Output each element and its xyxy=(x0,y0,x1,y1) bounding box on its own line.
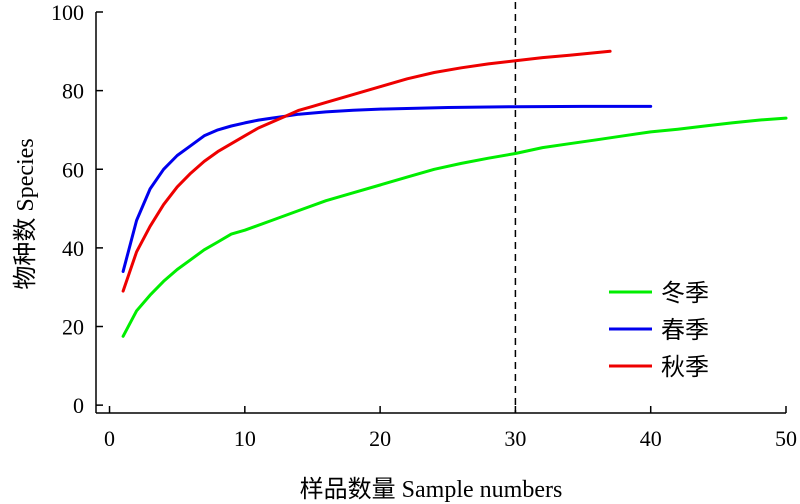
x-tick-label: 10 xyxy=(234,426,256,451)
legend-label: 秋季 xyxy=(661,354,709,381)
y-tick-label: 20 xyxy=(62,315,84,340)
x-axis-title: 样品数量 Sample numbers xyxy=(300,476,563,503)
series-lines xyxy=(121,49,788,338)
legend-label: 春季 xyxy=(661,317,709,344)
y-tick-label: 80 xyxy=(62,79,84,104)
legend-label: 冬季 xyxy=(661,280,709,307)
series-line xyxy=(121,49,612,293)
x-tick-label: 40 xyxy=(640,426,662,451)
y-tick-label: 100 xyxy=(51,0,84,25)
y-axis-ticks: 0 20 40 60 80 100 xyxy=(51,0,103,418)
series-line xyxy=(121,104,653,273)
x-tick-label: 0 xyxy=(104,426,115,451)
x-tick-label: 50 xyxy=(775,426,797,451)
y-axis-title: 物种数 Species xyxy=(12,138,39,289)
y-tick-label: 0 xyxy=(73,393,84,418)
x-tick-label: 20 xyxy=(369,426,391,451)
x-tick-label: 30 xyxy=(504,426,526,451)
y-tick-label: 60 xyxy=(62,157,84,182)
plot-area: 0 10 20 30 40 50 0 20 40 60 80 100 xyxy=(51,0,797,451)
y-tick-label: 40 xyxy=(62,236,84,261)
series-line xyxy=(121,116,788,338)
x-axis-ticks: 0 10 20 30 40 50 xyxy=(104,406,797,451)
